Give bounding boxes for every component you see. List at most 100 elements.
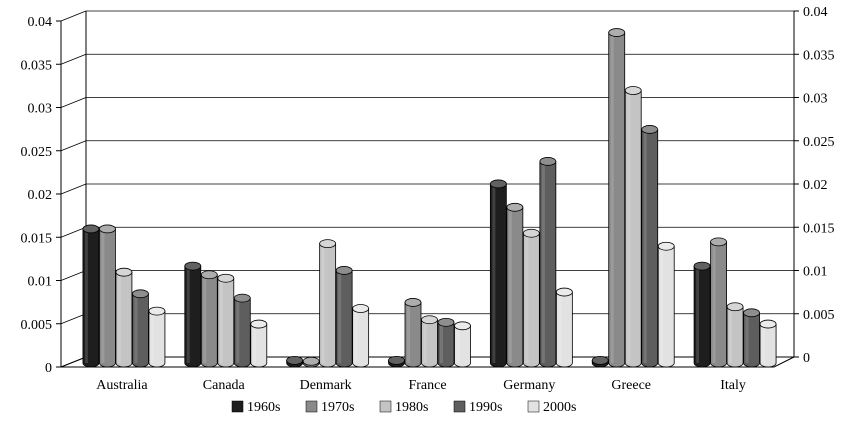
bar-top <box>539 157 557 166</box>
bar-1990s <box>335 266 353 368</box>
y-tick-label-right: 0.01 <box>803 265 828 280</box>
y-tick-label-left: 0.015 <box>21 231 53 246</box>
bar-highlight <box>407 302 410 363</box>
bar-highlight <box>558 292 562 363</box>
bar-1990s <box>641 125 659 368</box>
bar-highlight <box>203 274 207 363</box>
legend-label: 1960s <box>247 400 280 415</box>
gridlines <box>60 10 794 368</box>
bar-top <box>404 298 422 307</box>
bar-top <box>319 239 337 249</box>
legend-item: 1960s <box>231 400 280 415</box>
bar-top <box>250 319 268 329</box>
bar-top <box>437 317 455 327</box>
bar-1990s <box>437 317 455 368</box>
bar-top <box>489 179 507 189</box>
bar-highlight <box>219 278 223 363</box>
x-tick-label: Greece <box>611 378 651 393</box>
gridline-side <box>60 183 87 195</box>
y-tick-label-left: 0.02 <box>28 188 53 203</box>
bar-top <box>710 237 727 247</box>
x-tick-label: Germany <box>503 378 555 393</box>
bar-1980s <box>217 273 235 368</box>
gridline-side <box>60 53 87 65</box>
bar-1960s <box>591 356 609 368</box>
bar-top <box>743 308 760 318</box>
bar-top <box>335 266 353 275</box>
y-tick-label-left: 0.04 <box>28 15 53 30</box>
bar-top <box>522 228 540 238</box>
bar-2000s <box>657 241 675 368</box>
bar-highlight <box>338 270 342 363</box>
legend-label: 2000s <box>543 400 576 415</box>
x-tick-label: Australia <box>96 378 148 393</box>
bar-1990s <box>233 293 251 368</box>
legend-swatch <box>527 400 540 413</box>
y-tick-label-right: 0.005 <box>803 308 835 323</box>
bar-highlight <box>423 319 427 363</box>
bar-highlight <box>186 266 190 363</box>
axes <box>56 10 799 368</box>
x-tick-label: France <box>408 378 446 393</box>
gridline-side <box>60 140 87 152</box>
bar-highlight <box>541 161 545 363</box>
bar-top <box>759 319 777 329</box>
bar-top <box>302 356 320 366</box>
bar-1980s <box>421 315 438 368</box>
bar-2000s <box>454 321 471 368</box>
legend-item: 1970s <box>305 400 354 415</box>
bar-1970s <box>302 356 320 368</box>
x-tick-label: Canada <box>203 378 246 393</box>
bar-highlight <box>117 272 121 363</box>
y-tick-label-left: 0 <box>45 361 52 376</box>
bar-1980s <box>319 239 337 368</box>
bar-1960s <box>693 261 711 368</box>
bar-2000s <box>555 287 573 368</box>
gridline-side <box>60 97 87 108</box>
bar-1960s <box>388 356 405 368</box>
bar-2000s <box>352 304 370 368</box>
x-tick-label: Denmark <box>300 378 352 393</box>
y-tick-label-right: 0.02 <box>803 178 828 193</box>
bar-top <box>454 321 471 331</box>
bar-highlight <box>456 325 460 363</box>
bar-highlight <box>643 129 647 363</box>
y-tick-label-right: 0.03 <box>803 92 828 107</box>
gridline-side <box>60 226 87 238</box>
bar-top <box>421 315 438 325</box>
bar-highlight <box>150 311 154 363</box>
legend-item: 1980s <box>379 400 428 415</box>
y-tick-label-left: 0.035 <box>21 58 53 73</box>
y-tick-label-left: 0.025 <box>21 145 53 160</box>
bar-top <box>132 289 149 299</box>
legend-swatch <box>453 400 466 413</box>
bar-top <box>555 287 573 297</box>
bar-highlight <box>236 298 240 363</box>
bar-top <box>184 261 202 271</box>
bar-1990s <box>132 289 149 368</box>
bar-top <box>233 293 251 303</box>
y-tick-label-right: 0.015 <box>803 221 835 236</box>
y-tick-label-right: 0 <box>803 351 810 366</box>
bar-top <box>99 224 116 234</box>
y-tick-label-right: 0.035 <box>803 48 835 63</box>
bar-highlight <box>321 243 325 363</box>
bar-top <box>641 125 659 134</box>
legend-label: 1980s <box>395 400 428 415</box>
bar-top <box>693 261 711 271</box>
bar-1970s <box>99 224 116 368</box>
bar-1970s <box>404 298 422 368</box>
y-tick-label-left: 0.005 <box>21 318 53 333</box>
legend-swatch <box>231 400 244 413</box>
bar-top <box>82 224 100 234</box>
bar-top <box>608 28 626 37</box>
bar-top <box>200 270 218 280</box>
bar-1960s <box>184 261 202 368</box>
bar-highlight <box>745 312 749 363</box>
legend-label: 1970s <box>321 400 354 415</box>
gridline-side <box>60 270 87 281</box>
bar-top <box>388 356 405 365</box>
gridline-side <box>60 313 87 325</box>
bar-top <box>506 202 524 212</box>
